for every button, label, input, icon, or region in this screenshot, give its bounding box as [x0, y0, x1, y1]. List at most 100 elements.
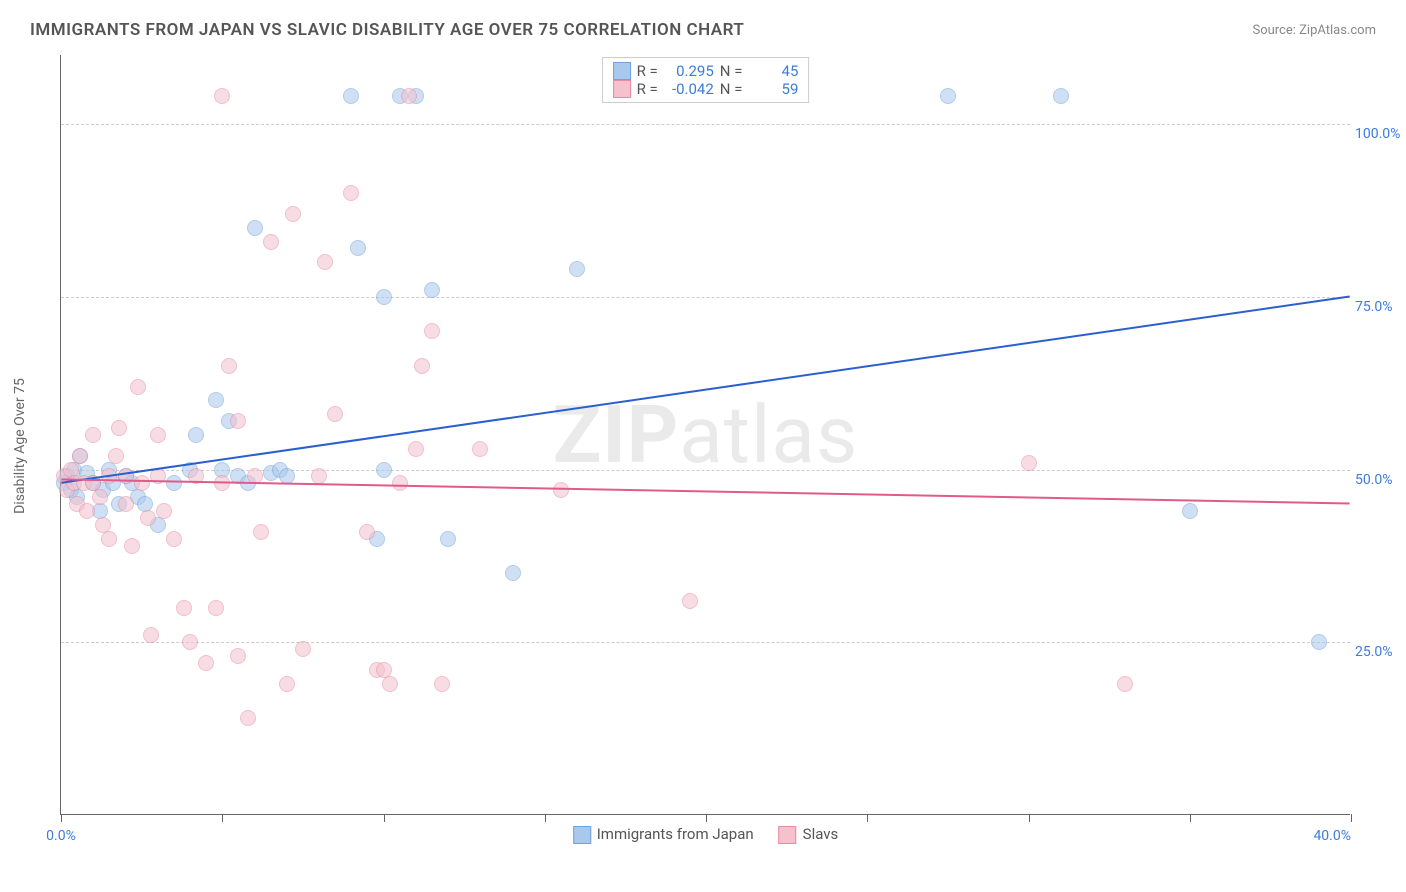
data-point — [376, 289, 392, 305]
data-point — [311, 468, 327, 484]
x-tick — [384, 814, 385, 822]
y-axis-label: Disability Age Over 75 — [12, 378, 28, 514]
legend-item-b: Slavs — [779, 825, 839, 844]
data-point — [230, 648, 246, 664]
data-point — [359, 524, 375, 540]
data-point — [940, 88, 956, 104]
data-point — [401, 88, 417, 104]
data-point — [188, 468, 204, 484]
data-point — [295, 641, 311, 657]
data-point — [1182, 503, 1198, 519]
x-tick-label: 40.0% — [1313, 828, 1351, 844]
data-point — [188, 427, 204, 443]
y-tick-label: 50.0% — [1355, 472, 1405, 488]
data-point — [376, 462, 392, 478]
legend-n-label: N = — [720, 80, 743, 98]
data-point — [166, 475, 182, 491]
data-point — [92, 489, 108, 505]
data-point — [208, 392, 224, 408]
x-tick — [1351, 814, 1352, 822]
data-point — [553, 482, 569, 498]
scatter-points — [61, 55, 1350, 814]
legend-correlation: R = 0.295 N = 45 R = -0.042 N = 59 — [602, 57, 810, 103]
legend-item-a: Immigrants from Japan — [573, 825, 754, 844]
legend-r-value-b: -0.042 — [664, 80, 714, 98]
legend-series: Immigrants from Japan Slavs — [573, 825, 839, 844]
x-tick — [706, 814, 707, 822]
data-point — [440, 531, 456, 547]
y-tick-label: 75.0% — [1355, 299, 1405, 315]
data-point — [214, 88, 230, 104]
data-point — [505, 565, 521, 581]
data-point — [240, 710, 256, 726]
data-point — [350, 240, 366, 256]
legend-label-a: Immigrants from Japan — [597, 825, 754, 843]
data-point — [140, 510, 156, 526]
x-tick — [1190, 814, 1191, 822]
data-point — [343, 88, 359, 104]
data-point — [182, 634, 198, 650]
data-point — [1117, 676, 1133, 692]
data-point — [156, 503, 172, 519]
data-point — [79, 503, 95, 519]
data-point — [424, 323, 440, 339]
data-point — [150, 468, 166, 484]
header: IMMIGRANTS FROM JAPAN VS SLAVIC DISABILI… — [30, 20, 1376, 40]
data-point — [150, 427, 166, 443]
source-label: Source: ZipAtlas.com — [1252, 23, 1376, 38]
data-point — [263, 234, 279, 250]
data-point — [382, 676, 398, 692]
y-tick-label: 100.0% — [1355, 126, 1405, 142]
legend-row-b: R = -0.042 N = 59 — [613, 80, 799, 98]
plot-area: ZIPatlas 25.0%50.0%75.0%100.0% 0.0%40.0%… — [60, 55, 1350, 815]
data-point — [101, 531, 117, 547]
x-tick — [545, 814, 546, 822]
data-point — [682, 593, 698, 609]
data-point — [101, 468, 117, 484]
legend-n-value-b: 59 — [748, 80, 798, 98]
data-point — [230, 413, 246, 429]
legend-n-value-a: 45 — [748, 62, 798, 80]
x-tick — [61, 814, 62, 822]
x-tick — [1029, 814, 1030, 822]
x-tick — [222, 814, 223, 822]
data-point — [247, 468, 263, 484]
data-point — [1021, 455, 1037, 471]
chart-title: IMMIGRANTS FROM JAPAN VS SLAVIC DISABILI… — [30, 20, 744, 40]
legend-r-label: R = — [637, 80, 658, 98]
data-point — [1053, 88, 1069, 104]
data-point — [118, 468, 134, 484]
data-point — [327, 406, 343, 422]
data-point — [176, 600, 192, 616]
legend-swatch-a — [613, 62, 631, 80]
data-point — [198, 655, 214, 671]
data-point — [424, 282, 440, 298]
legend-row-a: R = 0.295 N = 45 — [613, 62, 799, 80]
x-tick-label: 0.0% — [46, 828, 76, 844]
data-point — [85, 427, 101, 443]
data-point — [253, 524, 269, 540]
data-point — [166, 531, 182, 547]
data-point — [111, 420, 127, 436]
data-point — [108, 448, 124, 464]
data-point — [317, 254, 333, 270]
data-point — [124, 538, 140, 554]
legend-swatch-b-bottom — [779, 826, 797, 844]
data-point — [408, 441, 424, 457]
data-point — [285, 206, 301, 222]
data-point — [214, 475, 230, 491]
data-point — [118, 496, 134, 512]
legend-label-b: Slavs — [803, 825, 839, 843]
data-point — [130, 379, 146, 395]
legend-r-value-a: 0.295 — [664, 62, 714, 80]
y-tick-label: 25.0% — [1355, 644, 1405, 660]
data-point — [208, 600, 224, 616]
data-point — [279, 468, 295, 484]
data-point — [72, 448, 88, 464]
data-point — [343, 185, 359, 201]
data-point — [392, 475, 408, 491]
data-point — [569, 261, 585, 277]
data-point — [434, 676, 450, 692]
x-tick — [867, 814, 868, 822]
legend-r-label: R = — [637, 62, 658, 80]
